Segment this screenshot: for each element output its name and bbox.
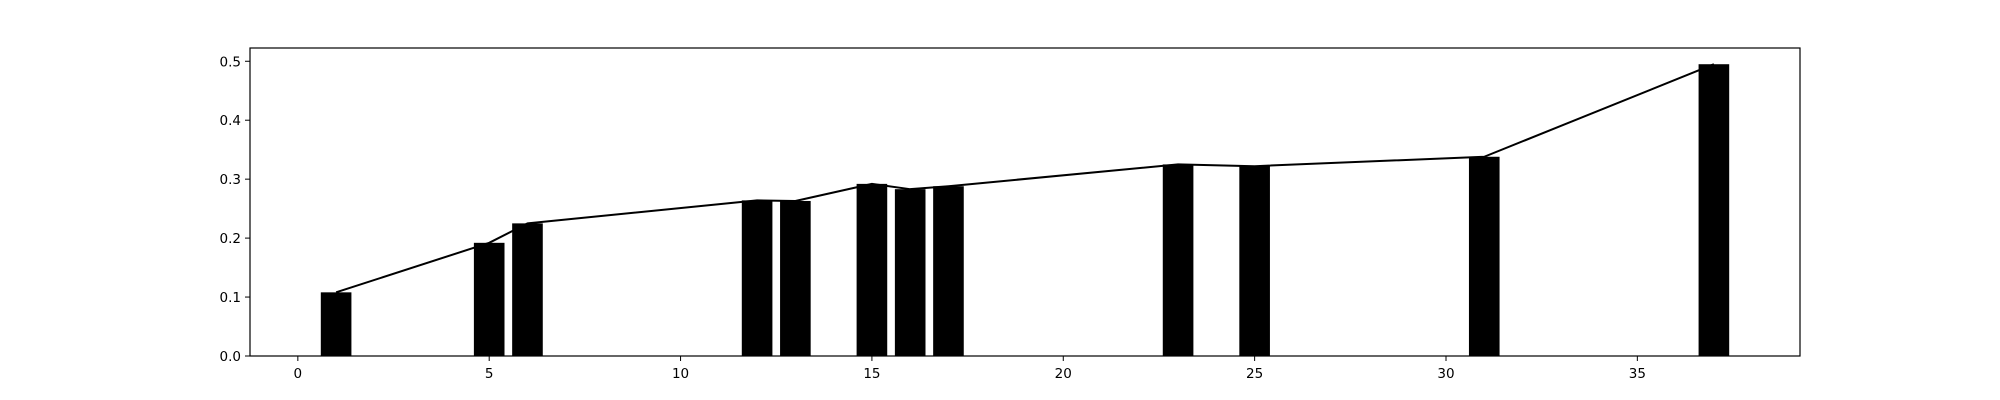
- y-tick-label: 0.2: [220, 231, 241, 247]
- bar: [512, 223, 543, 356]
- x-tick-label: 25: [1246, 366, 1263, 382]
- line-series: [335, 63, 1715, 294]
- x-tick-label: 15: [863, 366, 880, 382]
- bar: [933, 186, 964, 356]
- bar: [856, 183, 888, 356]
- bar: [320, 292, 352, 356]
- y-tick-label: 0.0: [220, 349, 241, 365]
- y-axis: 0.0 0.1 0.2 0.3 0.4 0.5: [220, 54, 250, 365]
- bar: [1468, 156, 1500, 356]
- y-tick-label: 0.3: [220, 172, 241, 188]
- bar: [741, 200, 773, 356]
- bar: [1239, 166, 1270, 356]
- x-tick-label: 5: [485, 366, 494, 382]
- y-tick-label: 0.4: [220, 113, 241, 129]
- bar-series: [320, 64, 1730, 357]
- x-axis: 0 5 10 15 20 25 30 35: [294, 356, 1646, 382]
- y-tick-label: 0.1: [220, 290, 241, 306]
- y-tick-label: 0.5: [220, 54, 241, 70]
- plot-area: [250, 48, 1800, 356]
- axes-spines: [249, 47, 1801, 357]
- x-tick-label: 30: [1437, 366, 1454, 382]
- bar: [1162, 164, 1194, 356]
- bar: [780, 200, 811, 356]
- x-tick-label: 35: [1629, 366, 1646, 382]
- axes-frame: [249, 47, 1801, 357]
- plot-background: [250, 48, 1800, 356]
- x-tick-label: 0: [294, 366, 303, 382]
- x-tick-label: 10: [672, 366, 689, 382]
- bar: [473, 242, 505, 356]
- bar: [1698, 64, 1730, 357]
- bar: [894, 189, 926, 356]
- line-path: [335, 63, 1715, 294]
- x-tick-label: 20: [1055, 366, 1072, 382]
